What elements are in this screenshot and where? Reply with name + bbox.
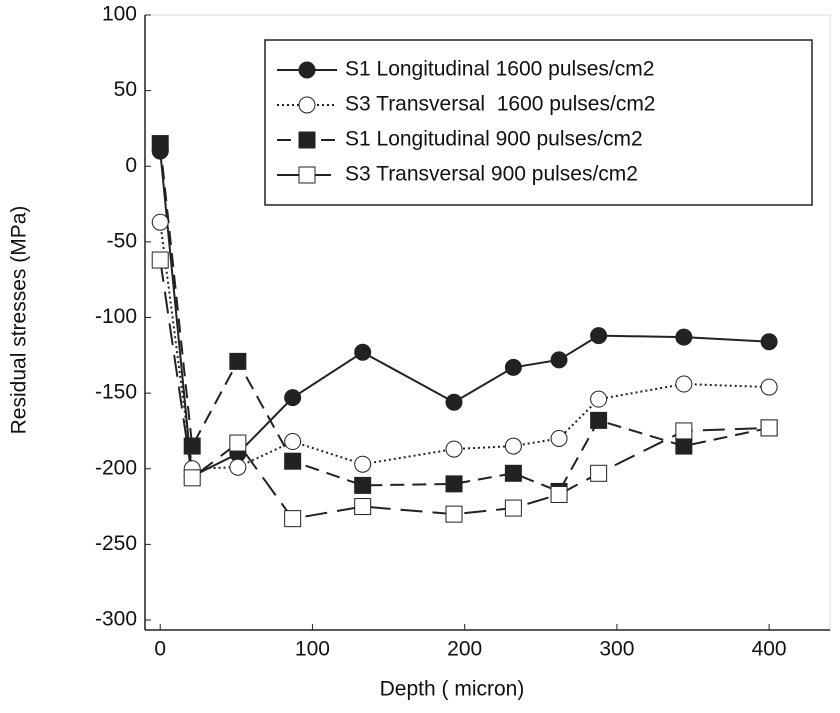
point xyxy=(284,389,302,407)
point xyxy=(354,343,372,361)
legend-marker xyxy=(298,131,316,149)
y-tick-label: 50 xyxy=(114,78,137,101)
point xyxy=(590,411,608,429)
y-tick-label: -300 xyxy=(95,608,137,631)
point xyxy=(504,437,522,455)
x-tick-label: 300 xyxy=(599,638,634,661)
point xyxy=(550,351,568,369)
legend-marker xyxy=(298,96,316,114)
legend-marker xyxy=(298,61,316,79)
point xyxy=(675,328,693,346)
y-axis-label: Residual stresses (MPa) xyxy=(8,206,31,435)
point xyxy=(445,505,463,523)
point xyxy=(229,458,247,476)
point xyxy=(760,333,778,351)
point xyxy=(229,434,247,452)
point xyxy=(590,327,608,345)
point xyxy=(445,440,463,458)
point xyxy=(284,452,302,470)
legend-label: S3 Transversal 900 pulses/cm2 xyxy=(345,163,638,186)
x-tick-label: 100 xyxy=(295,638,330,661)
point xyxy=(284,510,302,528)
point xyxy=(445,475,463,493)
legend-marker xyxy=(298,166,316,184)
y-tick-label: 100 xyxy=(102,3,137,26)
point xyxy=(760,378,778,396)
point xyxy=(354,498,372,516)
legend-label: S1 Longitudinal 1600 pulses/cm2 xyxy=(345,58,654,81)
point xyxy=(151,135,169,153)
x-tick-label: 0 xyxy=(154,638,166,661)
y-tick-label: -200 xyxy=(95,456,137,479)
point xyxy=(760,419,778,437)
point xyxy=(550,430,568,447)
y-tick-label: -250 xyxy=(95,532,137,555)
point xyxy=(445,393,463,411)
x-tick-label: 200 xyxy=(447,638,482,661)
point xyxy=(504,499,522,517)
point xyxy=(504,464,522,482)
y-tick-label: 0 xyxy=(125,154,137,177)
point xyxy=(151,213,169,231)
point xyxy=(504,358,522,376)
point xyxy=(151,251,169,269)
y-tick-label: -50 xyxy=(107,229,137,252)
legend-label: S3 Transversal 1600 pulses/cm2 xyxy=(345,93,656,116)
point xyxy=(183,469,201,487)
point xyxy=(590,390,608,408)
point xyxy=(354,455,372,473)
point xyxy=(675,422,693,440)
point xyxy=(590,464,608,482)
point xyxy=(675,437,693,455)
x-axis-label: Depth ( micron) xyxy=(380,678,525,701)
point xyxy=(229,352,247,370)
y-tick-label: -100 xyxy=(95,305,137,328)
x-tick-label: 400 xyxy=(752,638,787,661)
point xyxy=(675,375,693,393)
point xyxy=(550,485,568,503)
legend-box xyxy=(264,39,813,206)
y-tick-label: -150 xyxy=(95,381,137,404)
point xyxy=(354,476,372,494)
legend-label: S1 Longitudinal 900 pulses/cm2 xyxy=(345,128,643,151)
point xyxy=(183,437,201,455)
point xyxy=(284,433,302,451)
